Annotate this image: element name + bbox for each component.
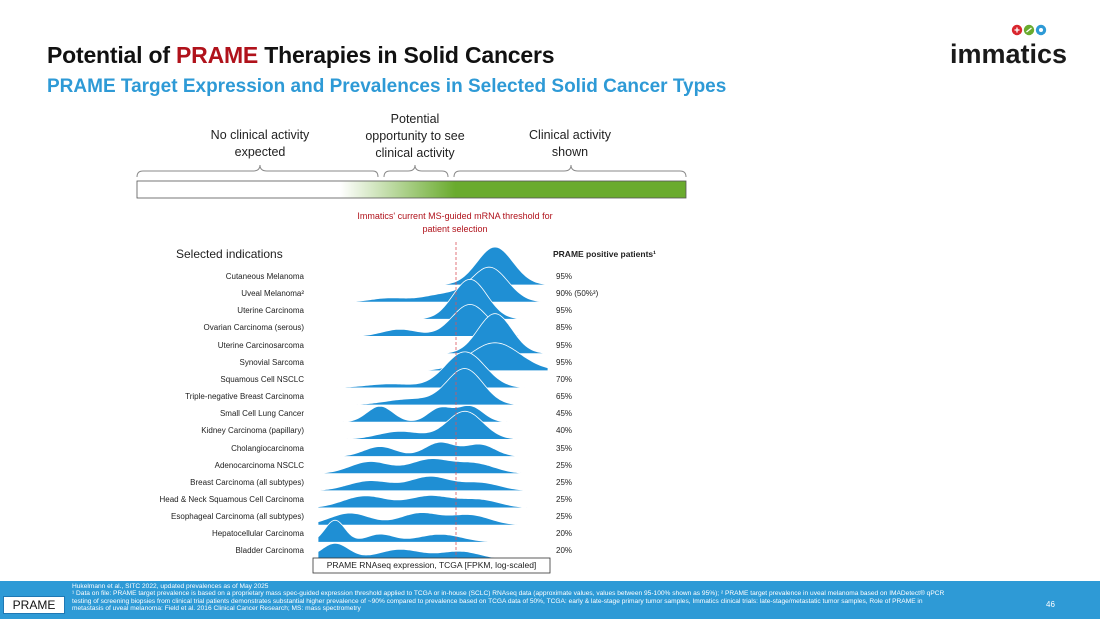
prevalence-value: 70%: [556, 374, 573, 384]
ridge-distribution: [317, 368, 549, 406]
ridge-distribution: [317, 342, 549, 372]
ridge-distribution: [317, 458, 549, 475]
prevalence-value: 90% (50%³): [556, 289, 599, 299]
x-axis-label: PRAME RNAseq expression, TCGA [FPKM, log…: [326, 560, 537, 570]
indication-label: Small Cell Lung Cancer: [219, 409, 304, 419]
threshold-label: Immatics' current MS-guided mRNA thresho…: [357, 211, 553, 234]
prevalence-value: 95%: [556, 306, 573, 316]
indication-label: Uterine Carcinoma: [237, 306, 304, 316]
prevalence-value: 20%: [556, 529, 573, 539]
prevalence-value: 25%: [556, 477, 573, 487]
bracket-shown: [453, 164, 687, 178]
logo-wordmark: immatics: [950, 39, 1067, 69]
ridge-distribution: [317, 410, 549, 440]
indication-label: Synovial Sarcoma: [239, 357, 304, 367]
ridge-distribution: [318, 246, 549, 286]
immatics-logo: immatics: [950, 22, 1070, 72]
ridge-distribution: [317, 512, 548, 526]
prevalence-value: 25%: [556, 512, 573, 522]
prevalence-value: 25%: [556, 460, 573, 470]
category-potential: Potential opportunity to see clinical ac…: [365, 112, 465, 160]
ridge-distribution: [318, 278, 548, 320]
indication-label: Adenocarcinoma NSCLC: [214, 460, 304, 470]
indication-label: Ovarian Carcinoma (serous): [203, 323, 304, 333]
prevalence-value: 40%: [556, 426, 573, 436]
prevalence-value: 65%: [556, 392, 573, 402]
indication-label: Cutaneous Melanoma: [225, 272, 304, 281]
page-number: 46: [1046, 600, 1055, 609]
bracket-potential: [383, 164, 449, 178]
category-no-activity: No clinical activity expected: [210, 128, 310, 159]
ridge-distribution: [317, 519, 549, 543]
indication-label: Breast Carcinoma (all subtypes): [190, 477, 304, 487]
page-title: Potential of PRAME Therapies in Solid Ca…: [47, 42, 555, 68]
prevalence-value: 95%: [556, 357, 573, 367]
positive-patients-header: PRAME positive patients¹: [553, 249, 656, 259]
ridge-distribution: [318, 441, 548, 457]
ridge-distribution: [317, 351, 548, 389]
page-subtitle: PRAME Target Expression and Prevalences …: [47, 76, 727, 97]
footer-bar: [0, 581, 1100, 619]
x-axis-box: [312, 557, 551, 574]
ridge-distribution: [317, 542, 548, 560]
prevalence-value: 95%: [556, 340, 573, 350]
prevalence-value: 85%: [556, 323, 573, 333]
footer-text: Hukelmann et al., SITC 2022, updated pre…: [72, 583, 952, 613]
indication-label: Cholangiocarcinoma: [231, 443, 304, 453]
ridge-distribution: [318, 405, 548, 423]
footer-tag: PRAME: [3, 596, 65, 614]
title-highlight: PRAME: [176, 42, 259, 68]
footer-notes: ¹ Data on file: PRAME target prevalence …: [72, 590, 945, 613]
ridge-distribution: [317, 266, 549, 303]
indication-label: Kidney Carcinoma (papillary): [201, 426, 304, 436]
bracket-no-activity: [136, 164, 379, 178]
indication-label: Head & Neck Squamous Cell Carcinoma: [159, 494, 304, 504]
indication-label: Esophageal Carcinoma (all subtypes): [171, 512, 304, 522]
indication-label: Squamous Cell NSCLC: [220, 374, 304, 384]
footer-citation: Hukelmann et al., SITC 2022, updated pre…: [72, 583, 269, 590]
prevalence-value: 20%: [556, 546, 573, 556]
prevalence-value: 95%: [556, 272, 573, 281]
indication-label: Hepatocellular Carcinoma: [211, 529, 304, 539]
indication-label: Triple-negative Breast Carcinoma: [185, 392, 304, 402]
indication-label: Uterine Carcinosarcoma: [217, 340, 304, 350]
ridge-distribution: [317, 475, 548, 492]
prevalence-value: 45%: [556, 409, 573, 419]
prevalence-value: 25%: [556, 494, 573, 504]
ridge-distribution: [317, 495, 549, 509]
category-shown: Clinical activity shown: [529, 128, 611, 159]
activity-gradient-bar: [136, 180, 687, 199]
indications-header: Selected indications: [176, 247, 283, 261]
indication-label: Uveal Melanoma²: [241, 289, 304, 299]
prevalence-value: 35%: [556, 443, 573, 453]
indication-label: Bladder Carcinoma: [235, 546, 304, 556]
